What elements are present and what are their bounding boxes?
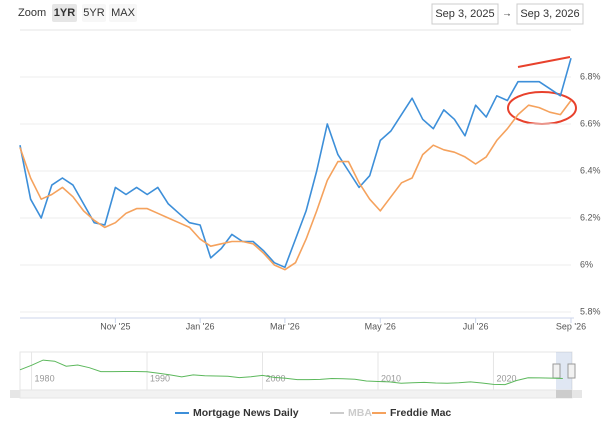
navigator-tick-label: 2020 [496, 373, 516, 383]
y-tick-label: 6.2% [580, 212, 601, 222]
date-from-box[interactable] [431, 3, 499, 25]
zoom-button[interactable] [109, 4, 137, 22]
zoom-button-label[interactable]: 5YR [83, 7, 104, 19]
zoom-button-label[interactable]: 1YR [54, 7, 75, 19]
zoom-label: Zoom [18, 7, 46, 19]
series-line [19, 100, 572, 271]
date-to[interactable]: Sep 3, 2026 [520, 8, 579, 20]
y-tick-label: 6.4% [580, 165, 601, 175]
date-from[interactable]: Sep 3, 2025 [435, 8, 494, 20]
navigator-line [19, 359, 563, 386]
zoom-button[interactable] [52, 4, 77, 22]
legend-label[interactable]: Freddie Mac [390, 407, 451, 419]
x-tick-label: Mar '26 [270, 321, 300, 331]
date-separator: → [502, 9, 512, 20]
y-tick-label: 6% [580, 259, 593, 269]
scrollbar-left[interactable] [10, 390, 20, 398]
y-tick-label: 6.8% [580, 71, 601, 81]
x-tick-label: Nov '25 [100, 321, 130, 331]
navigator-handle[interactable] [552, 363, 561, 379]
zoom-button-label[interactable]: MAX [111, 7, 136, 19]
legend-label[interactable]: Mortgage News Daily [193, 407, 299, 419]
legend-label[interactable]: MBA [348, 407, 372, 419]
navigator-tick-label: 1980 [35, 373, 55, 383]
annotation-line [517, 56, 571, 68]
navigator-handle[interactable] [567, 363, 576, 379]
x-tick-label: Sep '26 [556, 321, 586, 331]
zoom-button[interactable] [82, 4, 106, 22]
x-tick-label: Jul '26 [463, 321, 489, 331]
scrollbar-track[interactable] [19, 389, 573, 399]
navigator-tick-label: 2010 [381, 373, 401, 383]
date-to-box[interactable] [516, 3, 584, 25]
series-line [19, 57, 572, 269]
navigator-tick-label: 2000 [266, 373, 286, 383]
navigator-selection[interactable] [556, 352, 572, 390]
x-tick-label: Jan '26 [186, 321, 215, 331]
x-tick-label: May '26 [365, 321, 396, 331]
scrollbar-thumb[interactable] [556, 390, 572, 398]
navigator-tick-label: 1990 [150, 373, 170, 383]
y-tick-label: 6.6% [580, 118, 601, 128]
scrollbar-right[interactable] [572, 390, 582, 398]
y-tick-label: 5.8% [580, 306, 601, 316]
